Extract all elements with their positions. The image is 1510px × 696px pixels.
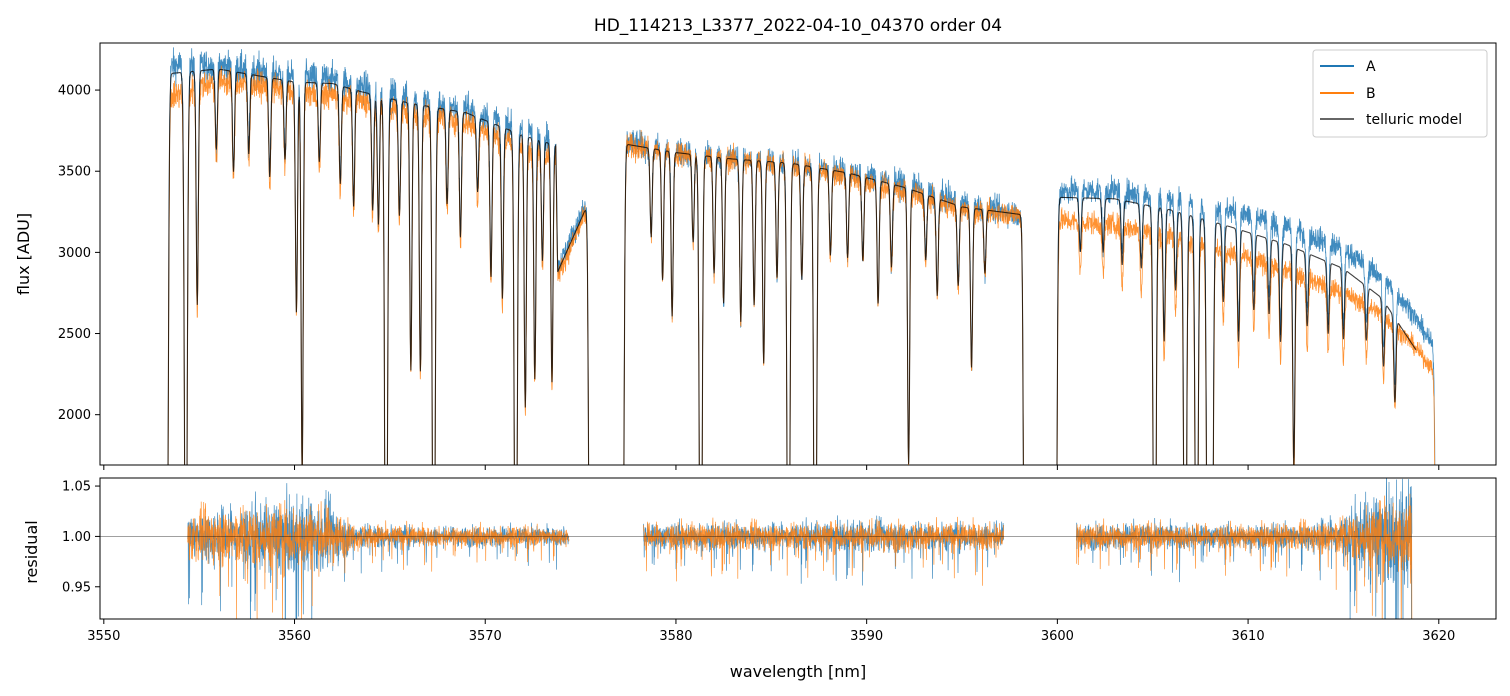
bottom-xtick-label-3570: 3570	[469, 629, 502, 644]
top-ytick-label-2500: 2500	[58, 327, 91, 342]
plot-title: HD_114213_L3377_2022-04-10_04370 order 0…	[594, 16, 1002, 36]
residual-b-segment-3	[1076, 493, 1413, 619]
bottom-xtick-label-3590: 3590	[850, 629, 883, 644]
bottom-ytick-label-2: 1.05	[62, 480, 91, 495]
top-ylabel: flux [ADU]	[14, 213, 33, 295]
residual-a-segment-3	[1076, 478, 1413, 619]
legend: A B telluric model	[1312, 49, 1488, 138]
bottom-ytick-label-1: 1.00	[62, 530, 91, 545]
trace-a-segment-3	[1056, 174, 1436, 465]
trace-telluric-model-segment-3	[1056, 196, 1417, 465]
trace-a-segment-1	[167, 47, 590, 465]
bottom-xtick-label-3600: 3600	[1041, 629, 1074, 644]
legend-box	[1312, 49, 1488, 138]
bottom-ylabel: residual	[22, 520, 41, 583]
trace-b-segment-3	[1056, 207, 1436, 465]
bottom-ytick-label-0: 0.95	[62, 580, 91, 595]
legend-label-a: A	[1366, 59, 1376, 75]
bottom-xtick-label-3550: 3550	[87, 629, 120, 644]
bottom-xtick-label-3620: 3620	[1422, 629, 1455, 644]
bottom-xtick-label-3610: 3610	[1232, 629, 1265, 644]
bottom-panel-frame	[99, 477, 1497, 620]
top-panel-traces	[167, 47, 1436, 465]
top-panel-ticks: 2000 2500 3000 3500 4000	[58, 84, 1440, 470]
bottom-xtick-label-3580: 3580	[659, 629, 692, 644]
bottom-panel-ticks: 0.95 1.00 1.05 3550 3560 3570 3580 3590 3600 3610…	[62, 480, 1455, 644]
trace-telluric-model-segment-2	[623, 144, 1024, 465]
top-ytick-label-3000: 3000	[58, 246, 91, 261]
trace-b-segment-1	[167, 65, 589, 465]
legend-label-b: B	[1366, 86, 1376, 102]
top-ytick-label-4000: 4000	[58, 84, 91, 99]
top-ytick-label-3500: 3500	[58, 165, 91, 180]
bottom-xlabel: wavelength [nm]	[730, 662, 867, 681]
bottom-xtick-label-3560: 3560	[278, 629, 311, 644]
top-ytick-label-2000: 2000	[58, 408, 91, 423]
legend-label-telluric: telluric model	[1366, 112, 1462, 128]
bottom-panel-traces	[100, 478, 1496, 619]
trace-b-segment-2	[623, 129, 1024, 465]
trace-telluric-model-segment-1	[167, 68, 590, 465]
residual-b-segment-2	[643, 516, 1005, 586]
top-panel-frame	[99, 42, 1497, 466]
